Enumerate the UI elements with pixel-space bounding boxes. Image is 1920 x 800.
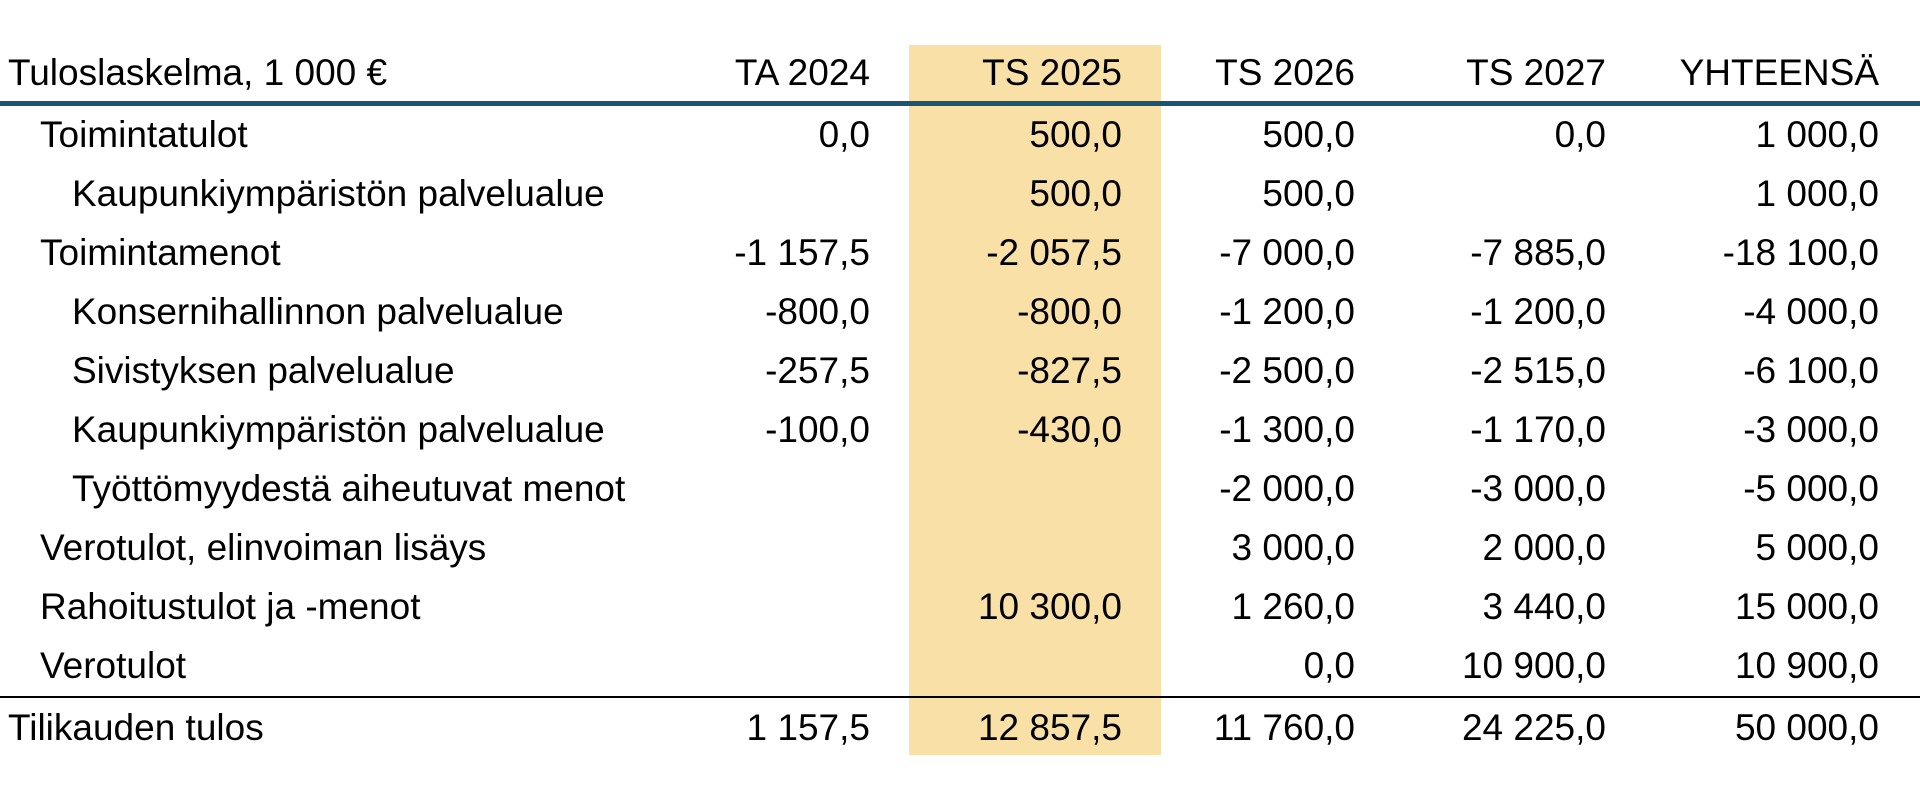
cell-ts-2026: -2 000,0 [1219,468,1355,509]
column-header-yhteensa: YHTEENSÄ [1679,52,1879,93]
cell-yhteensa: -5 000,0 [1743,468,1879,509]
cell-ts-2025: -430,0 [1017,409,1122,450]
cell-ts-2025: -2 057,5 [986,232,1122,273]
table-row-verotulot: Verotulot 0,0 10 900,0 10 900,0 [0,638,1920,694]
cell-ts-2025: 500,0 [1029,173,1122,214]
cell-ts-2027: 2 000,0 [1482,527,1606,568]
cell-ts-2027: 24 225,0 [1461,707,1606,748]
cell-ts-2027: 10 900,0 [1461,645,1606,686]
row-label: Toimintatulot [40,114,248,155]
row-label: Toimintamenot [40,232,281,273]
cell-yhteensa: 1 000,0 [1755,114,1879,155]
cell-ts-2026: -7 000,0 [1219,232,1355,273]
table-row-verotulot-elinvoima: Verotulot, elinvoiman lisäys 3 000,0 2 0… [0,520,1920,576]
table-row-konsernihallinto: Konsernihallinnon palvelualue -800,0 -80… [0,284,1920,340]
row-label: Sivistyksen palvelualue [72,350,455,391]
cell-ts-2025: -827,5 [1017,350,1122,391]
highlighted-column-ts-2025 [909,45,1161,755]
cell-yhteensa: 50 000,0 [1734,707,1879,748]
cell-ta-2024: 1 157,5 [746,707,870,748]
header-row: Tuloslaskelma, 1 000 € TA 2024 TS 2025 T… [0,45,1920,101]
column-header-ts-2025: TS 2025 [982,52,1122,93]
cell-ta-2024: -1 157,5 [734,232,870,273]
cell-ts-2026: 1 260,0 [1231,586,1355,627]
row-label: Verotulot, elinvoiman lisäys [40,527,487,568]
cell-ta-2024: -100,0 [765,409,870,450]
cell-yhteensa: 1 000,0 [1755,173,1879,214]
row-label: Rahoitustulot ja -menot [40,586,421,627]
table-row-toimintatulot: Toimintatulot 0,0 500,0 500,0 0,0 1 000,… [0,107,1920,163]
cell-ts-2025: 500,0 [1029,114,1122,155]
cell-ts-2027: 3 440,0 [1482,586,1606,627]
cell-ts-2027: -1 200,0 [1470,291,1606,332]
cell-ts-2025: -800,0 [1017,291,1122,332]
total-divider [0,696,1920,698]
cell-yhteensa: -4 000,0 [1743,291,1879,332]
cell-ts-2025: 12 857,5 [977,707,1122,748]
cell-yhteensa: -6 100,0 [1743,350,1879,391]
cell-yhteensa: 15 000,0 [1734,586,1879,627]
cell-yhteensa: 10 900,0 [1734,645,1879,686]
cell-yhteensa: -3 000,0 [1743,409,1879,450]
cell-ts-2026: -1 200,0 [1219,291,1355,332]
row-label: Konsernihallinnon palvelualue [72,291,564,332]
table-row-rahoitus: Rahoitustulot ja -menot 10 300,0 1 260,0… [0,579,1920,635]
cell-ts-2027: -7 885,0 [1470,232,1606,273]
header-divider [0,101,1920,106]
row-label: Verotulot [40,645,187,686]
cell-ta-2024: -257,5 [765,350,870,391]
cell-ts-2027: -2 515,0 [1470,350,1606,391]
column-header-ts-2027: TS 2027 [1466,52,1606,93]
cell-ts-2025: 10 300,0 [977,586,1122,627]
cell-ts-2026: 11 760,0 [1213,707,1355,748]
table-row-kaupunkiympariston-menot: Kaupunkiympäristön palvelualue -100,0 -4… [0,402,1920,458]
table-title: Tuloslaskelma, 1 000 € [8,52,388,93]
table-row-toimintamenot: Toimintamenot -1 157,5 -2 057,5 -7 000,0… [0,225,1920,281]
cell-ts-2026: -1 300,0 [1219,409,1355,450]
cell-ta-2024: -800,0 [765,291,870,332]
cell-ts-2026: 0,0 [1303,645,1355,686]
row-label: Kaupunkiympäristön palvelualue [72,409,605,450]
table-row-sivistys: Sivistyksen palvelualue -257,5 -827,5 -2… [0,343,1920,399]
table-row-tyottomyys: Työttömyydestä aiheutuvat menot -2 000,0… [0,461,1920,517]
cell-yhteensa: -18 100,0 [1722,232,1879,273]
cell-ts-2027: 0,0 [1554,114,1606,155]
total-label: Tilikauden tulos [8,707,264,748]
column-header-ts-2026: TS 2026 [1215,52,1355,93]
cell-ts-2026: 500,0 [1262,114,1355,155]
cell-yhteensa: 5 000,0 [1755,527,1879,568]
cell-ts-2026: -2 500,0 [1219,350,1355,391]
row-label: Työttömyydestä aiheutuvat menot [72,468,626,509]
cell-ts-2026: 500,0 [1262,173,1355,214]
row-label: Kaupunkiympäristön palvelualue [72,173,605,214]
table-row-total: Tilikauden tulos 1 157,5 12 857,5 11 760… [0,700,1920,756]
cell-ts-2027: -3 000,0 [1470,468,1606,509]
table-row-kaupunkiympariston-tulot: Kaupunkiympäristön palvelualue 500,0 500… [0,166,1920,222]
column-header-ta-2024: TA 2024 [734,52,870,93]
cell-ta-2024: 0,0 [818,114,870,155]
cell-ts-2027: -1 170,0 [1470,409,1606,450]
cell-ts-2026: 3 000,0 [1231,527,1355,568]
